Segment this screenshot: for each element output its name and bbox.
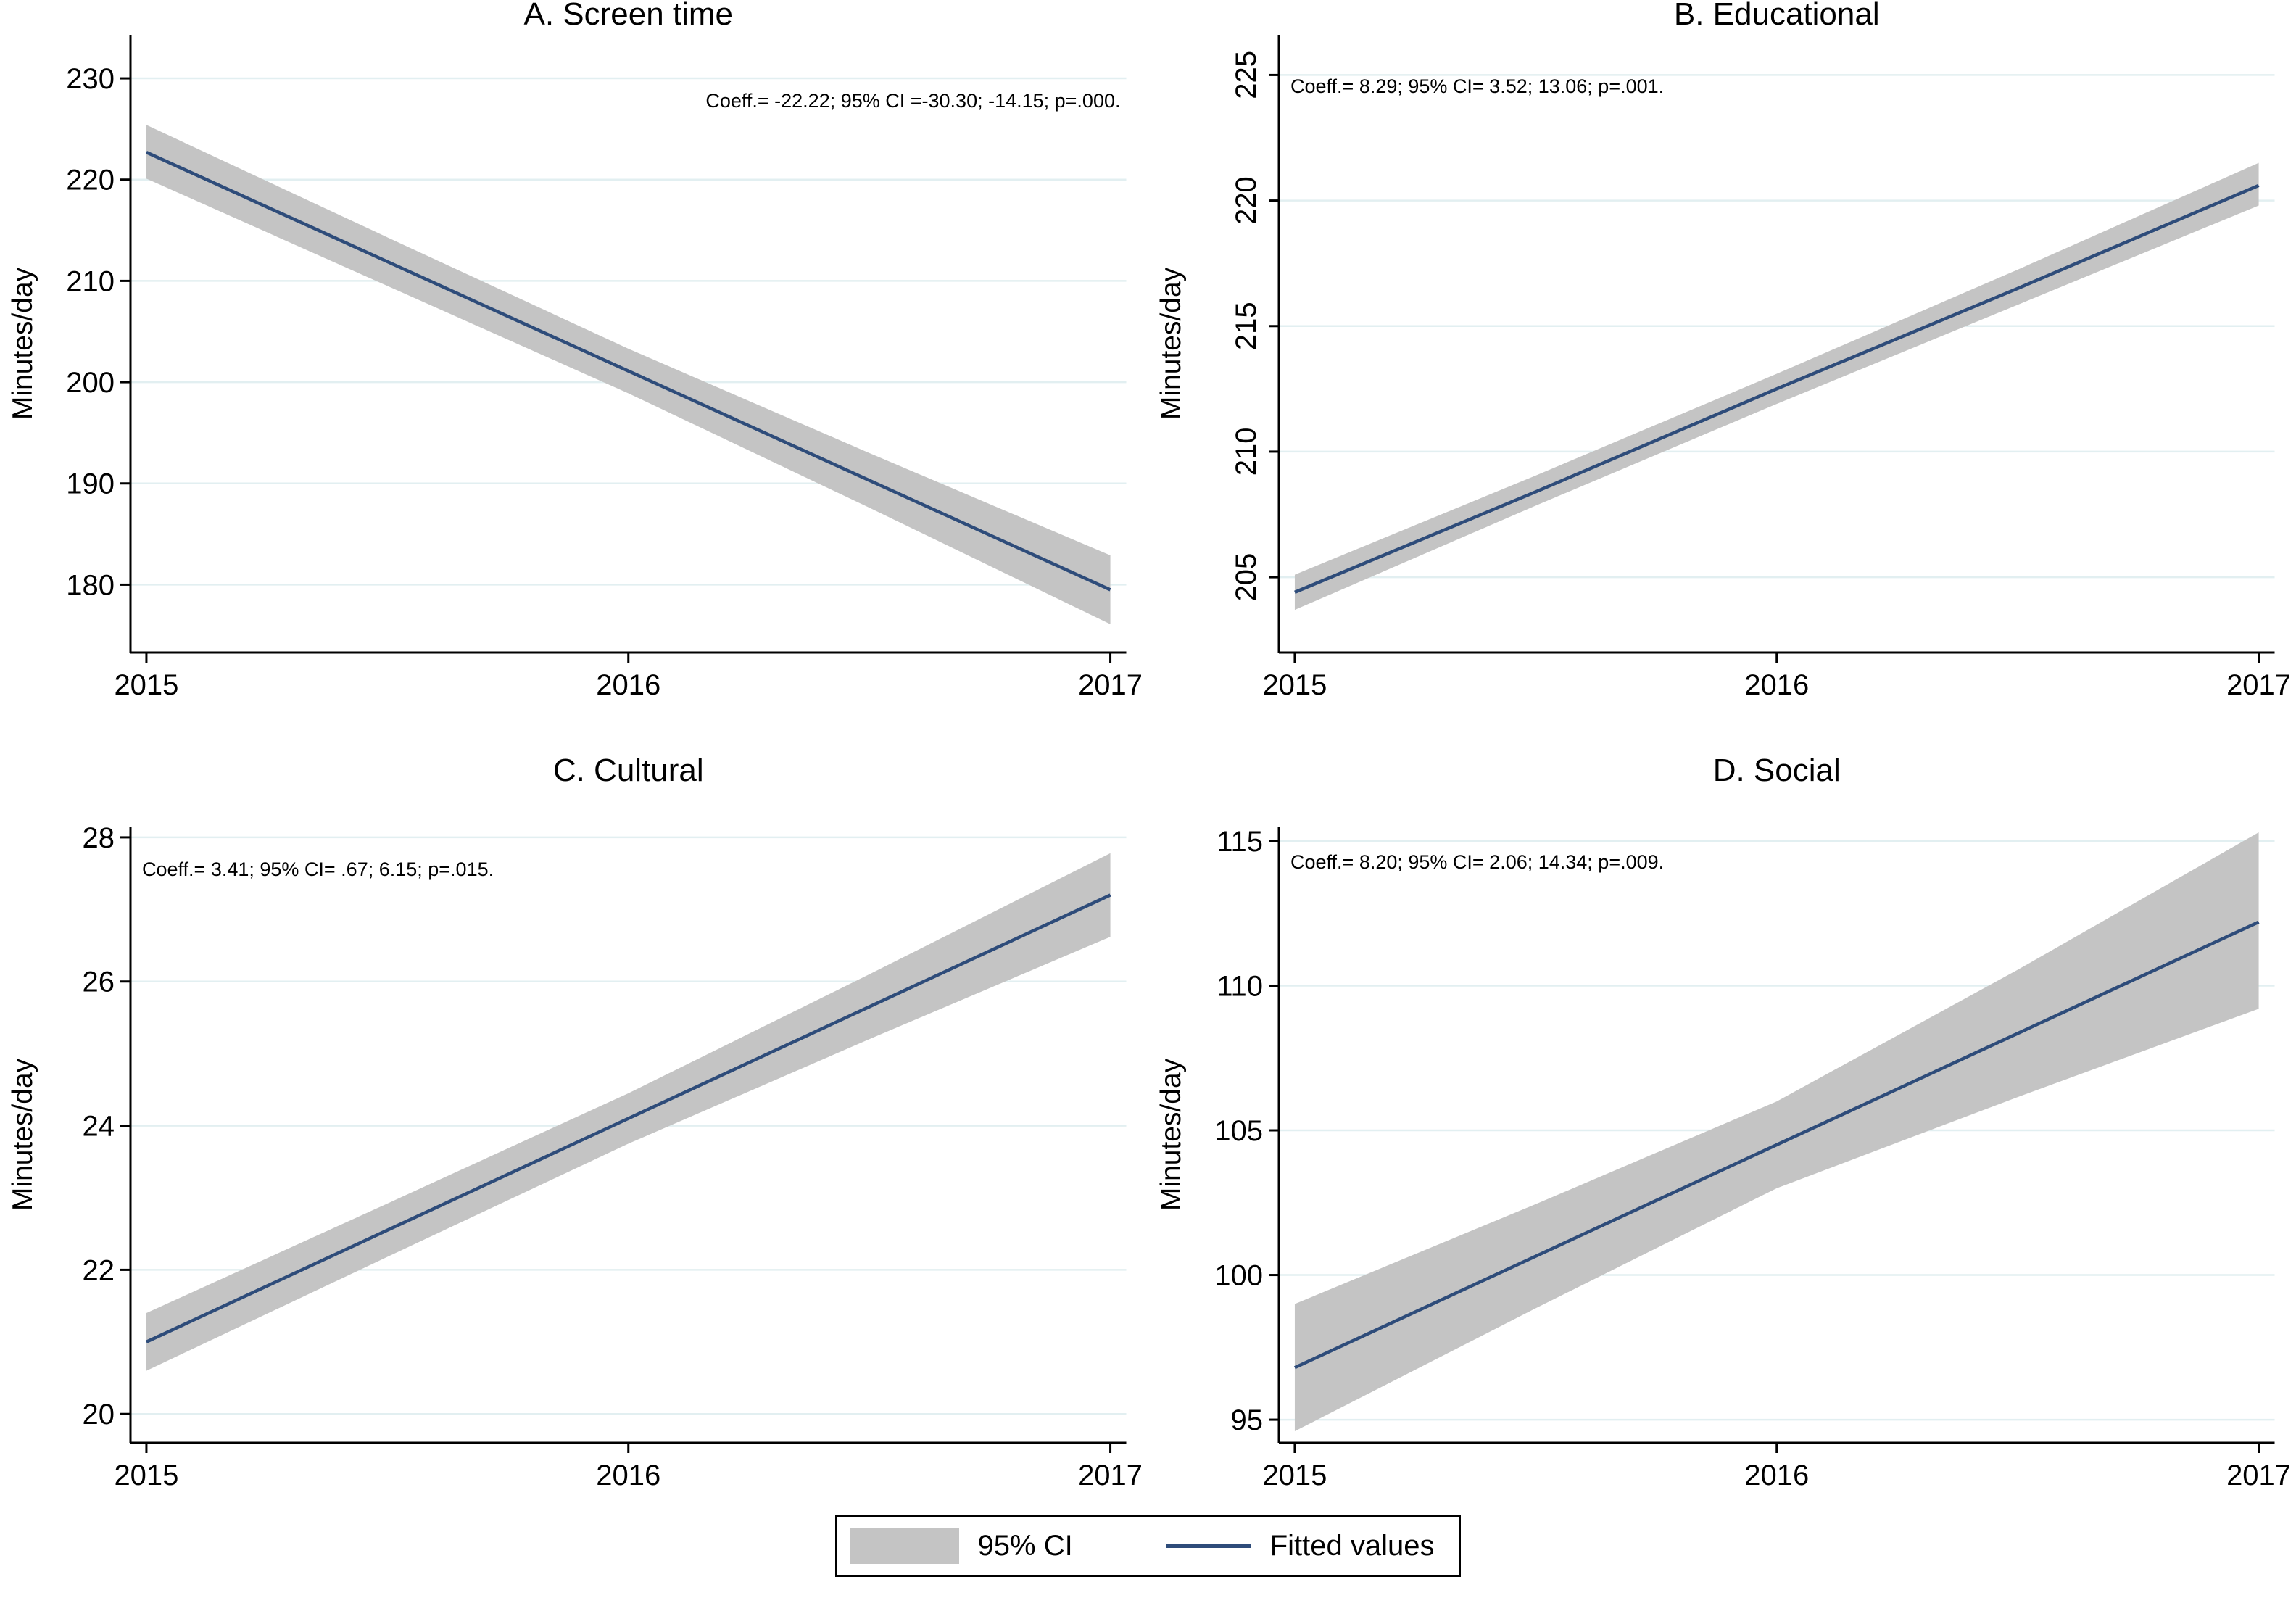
x-tick-label: 2016	[1744, 1459, 1809, 1491]
y-tick-label: 225	[1230, 51, 1262, 99]
y-axis-label: Minutes/day	[7, 267, 38, 420]
ci-band	[146, 125, 1111, 624]
fitted-line	[1293, 183, 2259, 594]
y-tick-label: 105	[1214, 1115, 1263, 1147]
y-tick-label: 215	[1230, 302, 1262, 350]
ci-band-swatch	[850, 1528, 959, 1564]
panel-d-social: 95 100 105 110 115 2015 2016 2017 Minutes/day D. …	[1148, 721, 2296, 1504]
panel-grid: 180 190 200 210 220 230 2015 2016 2017 Minutes/da…	[0, 0, 2296, 1504]
ci-legend-label: 95% CI	[977, 1529, 1073, 1562]
x-tick-label: 2016	[596, 1459, 660, 1491]
y-axis-label: Minutes/day	[1156, 267, 1187, 420]
y-tick-label: 26	[83, 966, 115, 998]
x-tick-label: 2015	[114, 1459, 178, 1491]
y-tick-label: 24	[83, 1111, 115, 1143]
panel-a-screen-time: 180 190 200 210 220 230 2015 2016 2017 Minutes/da…	[0, 0, 1148, 721]
chart-educational: 205 210 215 220 225 2015 2016 2017 Minutes/day B.…	[1156, 0, 2291, 701]
y-tick-label: 22	[83, 1254, 115, 1286]
panel-title: A. Screen time	[523, 0, 733, 32]
ci-band	[146, 853, 1111, 1371]
fitted-line-sample	[1165, 1544, 1251, 1548]
y-tick-label: 210	[66, 265, 115, 297]
y-tick-label: 100	[1214, 1260, 1263, 1292]
y-axis-label: Minutes/day	[1156, 1058, 1187, 1211]
y-tick-label: 220	[66, 165, 115, 196]
x-tick-label: 2015	[114, 669, 178, 701]
panel-b-educational: 205 210 215 220 225 2015 2016 2017 Minutes/day B.…	[1148, 0, 2296, 721]
x-tick-label: 2017	[2226, 669, 2291, 701]
x-tick-label: 2016	[1744, 669, 1809, 701]
y-tick-label: 190	[66, 468, 115, 500]
fitted-line	[146, 150, 1111, 592]
panel-title: D. Social	[1712, 753, 1840, 788]
chart-screen-time: 180 190 200 210 220 230 2015 2016 2017 Minutes/da…	[7, 0, 1143, 701]
chart-social: 95 100 105 110 115 2015 2016 2017 Minutes/day D. …	[1156, 753, 2291, 1491]
x-tick-label: 2015	[1262, 669, 1327, 701]
y-tick-label: 210	[1230, 428, 1262, 476]
y-tick-label: 200	[66, 367, 115, 399]
y-tick-label: 180	[66, 569, 115, 601]
ci-band	[1294, 162, 2259, 610]
legend-box: 95% CI Fitted values	[834, 1515, 1462, 1577]
x-tick-label: 2015	[1262, 1459, 1327, 1491]
y-tick-label: 230	[66, 63, 115, 95]
fitted-line	[145, 893, 1111, 1343]
y-tick-label: 115	[1217, 826, 1263, 858]
fitted-legend-label: Fitted values	[1269, 1529, 1435, 1562]
ci-band	[1294, 832, 2259, 1432]
y-tick-label: 28	[83, 822, 115, 854]
x-tick-label: 2016	[596, 669, 660, 701]
y-tick-label: 220	[1230, 176, 1262, 225]
legend: 95% CI Fitted values	[0, 1504, 2296, 1619]
y-tick-label: 110	[1217, 970, 1263, 1002]
panel-title: C. Cultural	[553, 753, 704, 788]
coefficient-annotation: Coeff.= -22.22; 95% CI =-30.30; -14.15; …	[705, 90, 1120, 112]
y-tick-label: 205	[1230, 553, 1262, 602]
y-tick-label: 20	[83, 1399, 115, 1430]
coefficient-annotation: Coeff.= 8.20; 95% CI= 2.06; 14.34; p=.00…	[1290, 851, 1664, 873]
coefficient-annotation: Coeff.= 8.29; 95% CI= 3.52; 13.06; p=.00…	[1290, 75, 1664, 97]
x-tick-label: 2017	[2226, 1459, 2291, 1491]
chart-cultural: 20 22 24 26 28 2015 2016 2017 Minutes/day C. Cult…	[7, 753, 1143, 1491]
fitted-line	[1293, 920, 2260, 1370]
coefficient-annotation: Coeff.= 3.41; 95% CI= .67; 6.15; p=.015.	[142, 858, 494, 880]
y-tick-label: 95	[1230, 1404, 1263, 1436]
x-tick-label: 2017	[1078, 669, 1143, 701]
panel-title: B. Educational	[1673, 0, 1879, 32]
panel-c-cultural: 20 22 24 26 28 2015 2016 2017 Minutes/day C. Cult…	[0, 721, 1148, 1504]
x-tick-label: 2017	[1078, 1459, 1143, 1491]
y-axis-label: Minutes/day	[7, 1058, 38, 1211]
